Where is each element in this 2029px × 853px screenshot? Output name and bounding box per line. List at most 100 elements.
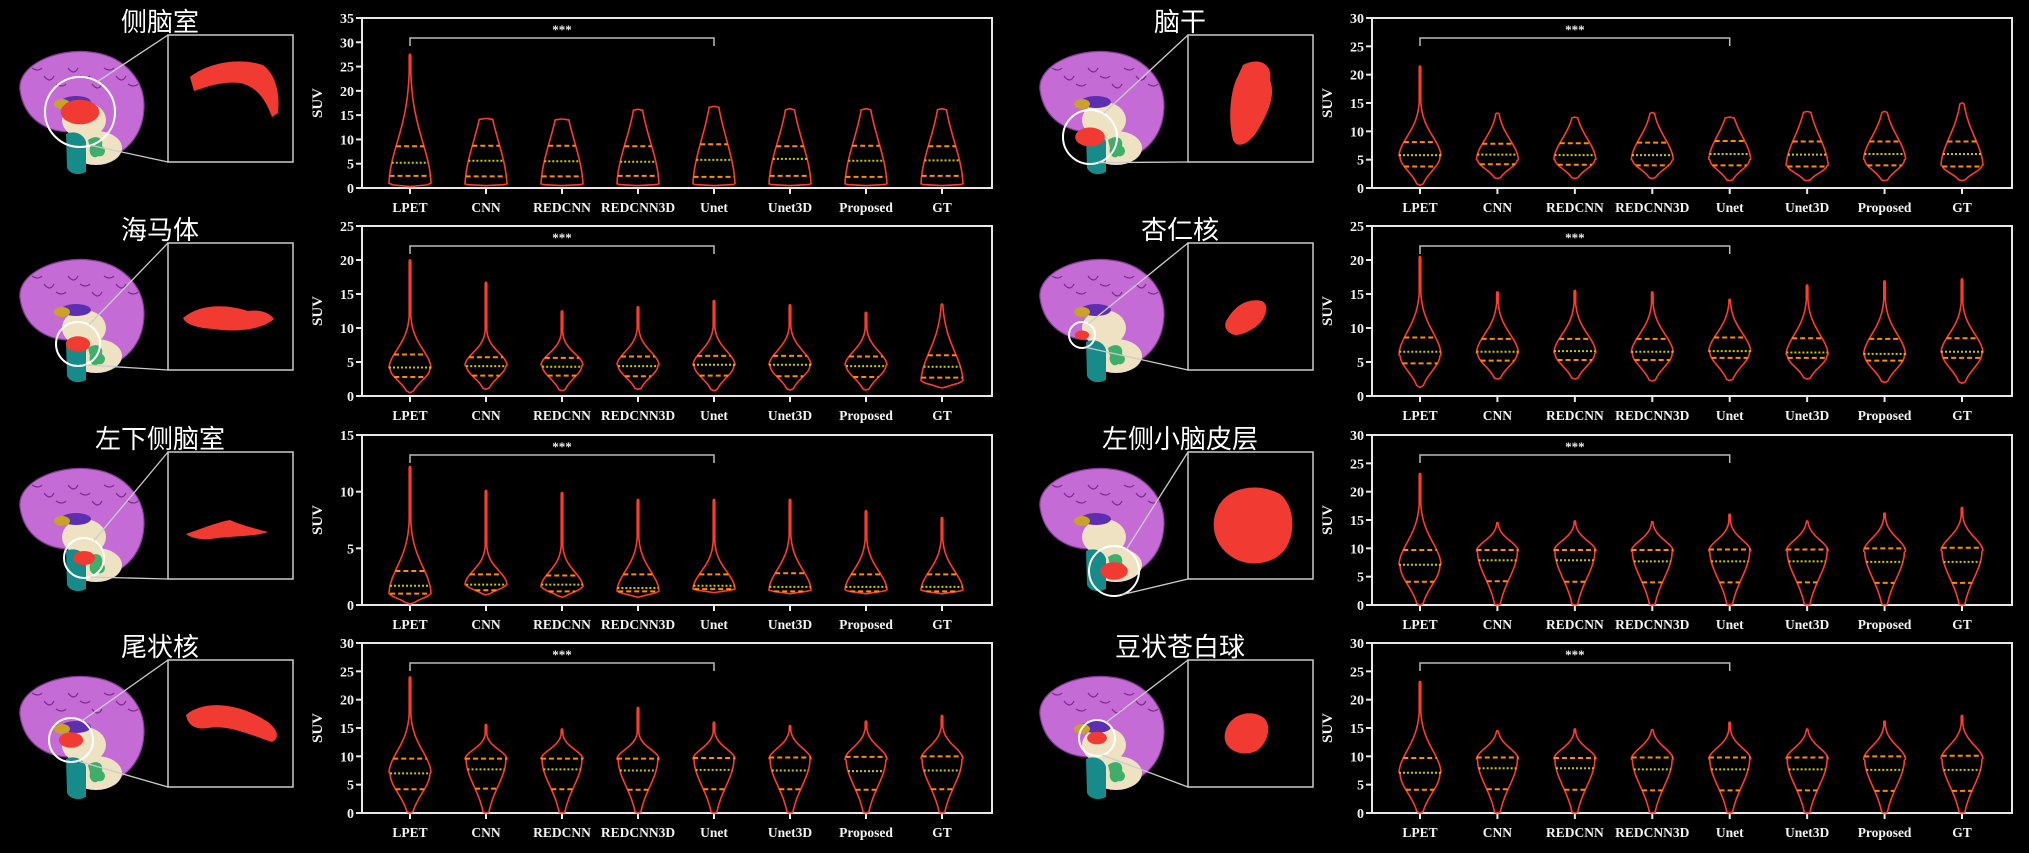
- violin-REDCNN: [540, 492, 584, 598]
- gyrus-line: [103, 484, 115, 488]
- green-structure: [1108, 762, 1125, 783]
- violin-Proposed: [1862, 720, 1907, 814]
- y-tick-label: 5: [1357, 779, 1364, 794]
- region-illustration: [1039, 659, 1314, 800]
- x-tick-label: Unet: [1716, 408, 1744, 423]
- region-illustration: [19, 451, 294, 592]
- significance-bracket: [1419, 454, 1731, 463]
- significance-bracket: [1419, 662, 1731, 671]
- x-tick-label: Proposed: [1858, 825, 1912, 840]
- x-tick-label: REDCNN: [533, 200, 591, 215]
- y-tick-label: 25: [1350, 457, 1364, 472]
- zoom-line: [1088, 242, 1189, 325]
- gyrus-line: [91, 291, 103, 297]
- y-tick-label: 35: [340, 12, 354, 27]
- inset-structure-render: [1213, 487, 1293, 564]
- significance-label: ***: [1565, 230, 1585, 245]
- gyrus-line: [1135, 700, 1147, 706]
- y-axis-label: SUV: [1320, 713, 1336, 743]
- x-tick-label: REDCNN3D: [601, 200, 676, 215]
- violin-Unet3D: [768, 304, 812, 391]
- brain-illustration: [19, 467, 145, 592]
- brain-illustration: [19, 675, 145, 800]
- y-tick-label: 25: [340, 61, 354, 76]
- y-tick-label: 20: [1350, 694, 1364, 709]
- x-tick-label: LPET: [1402, 825, 1437, 840]
- x-tick-label: Proposed: [839, 825, 893, 840]
- gold-structure: [1074, 307, 1090, 317]
- gyrus-line: [1051, 484, 1063, 488]
- gyrus-line: [79, 700, 91, 704]
- region-title: 脑干: [1153, 8, 1206, 38]
- zoom-line: [1098, 161, 1189, 164]
- gyrus-line: [1075, 83, 1087, 87]
- y-tick-label: 0: [347, 182, 354, 197]
- y-tick-label: 5: [347, 779, 354, 794]
- brainstem-shape: [66, 757, 86, 800]
- violin-GT: [1940, 278, 1984, 384]
- violin-Proposed: [844, 108, 888, 187]
- zoom-line: [81, 659, 169, 722]
- y-tick-label: 0: [1357, 182, 1364, 197]
- significance-label: ***: [1565, 22, 1585, 37]
- x-tick-label: REDCNN3D: [1615, 408, 1690, 423]
- gyrus-line: [1087, 67, 1099, 73]
- x-tick-label: LPET: [392, 617, 427, 632]
- x-tick-label: GT: [932, 825, 952, 840]
- x-tick-label: REDCNN3D: [601, 408, 676, 423]
- violin-GT: [1940, 714, 1984, 814]
- x-tick-label: LPET: [1402, 200, 1437, 215]
- violin-REDCNN: [1553, 116, 1597, 180]
- y-tick-label: 15: [340, 429, 354, 444]
- gyrus-line: [1075, 500, 1087, 504]
- gyrus-line: [55, 291, 67, 295]
- violin-GT: [920, 108, 964, 187]
- inset-box: [167, 451, 294, 580]
- y-tick-label: 0: [347, 390, 354, 405]
- violin-LPET: [388, 259, 432, 394]
- x-tick-label: LPET: [392, 408, 427, 423]
- zoom-line: [93, 451, 169, 542]
- violin-REDCNN: [1553, 520, 1597, 606]
- zoom-circle: [1088, 545, 1140, 597]
- zoom-circle: [1068, 321, 1096, 349]
- violin-Proposed: [844, 720, 888, 814]
- gold-structure: [54, 307, 70, 317]
- x-tick-label: Unet: [1716, 825, 1744, 840]
- violin-Proposed: [1862, 512, 1907, 606]
- violin-LPET: [388, 676, 432, 814]
- gyrus-line: [1147, 291, 1159, 295]
- violin-REDCNN3D: [616, 108, 660, 187]
- significance-label: ***: [1565, 439, 1585, 454]
- y-tick-label: 10: [340, 750, 354, 765]
- region-title: 杏仁核: [1140, 216, 1219, 246]
- x-tick-label: REDCNN: [533, 825, 591, 840]
- region-illustration: [1039, 451, 1314, 597]
- region-illustration: [19, 242, 294, 383]
- y-tick-label: 5: [347, 158, 354, 173]
- violin-REDCNN3D: [1630, 111, 1675, 180]
- gyrus-line: [1063, 283, 1075, 289]
- x-tick-label: CNN: [1483, 825, 1512, 840]
- y-tick-label: 20: [340, 694, 354, 709]
- inset-structure-render: [1230, 61, 1273, 145]
- significance-label: ***: [1565, 647, 1585, 662]
- gyrus-line: [67, 692, 79, 698]
- y-axis-label: SUV: [1320, 296, 1336, 326]
- y-tick-label: 10: [340, 322, 354, 337]
- y-axis-label: SUV: [310, 296, 326, 326]
- violin-LPET: [1398, 680, 1442, 814]
- violin-Unet3D: [1785, 284, 1829, 380]
- gyrus-line: [31, 484, 43, 488]
- plot-frame: [361, 642, 993, 814]
- violin-chart: 0 5 10 15 20 25 SUV LPET CNN REDCNN REDCNN3D Unet Un…: [1320, 220, 2013, 423]
- x-tick-label: Unet3D: [768, 200, 812, 215]
- significance-label: ***: [552, 230, 572, 245]
- x-tick-label: LPET: [392, 825, 427, 840]
- significance-bracket: [409, 245, 715, 254]
- x-tick-label: REDCNN: [533, 617, 591, 632]
- violin-Unet: [1707, 298, 1752, 382]
- region-panel: 尾状核: [0, 625, 310, 833]
- violin-Unet: [1707, 116, 1752, 182]
- y-tick-label: 15: [340, 722, 354, 737]
